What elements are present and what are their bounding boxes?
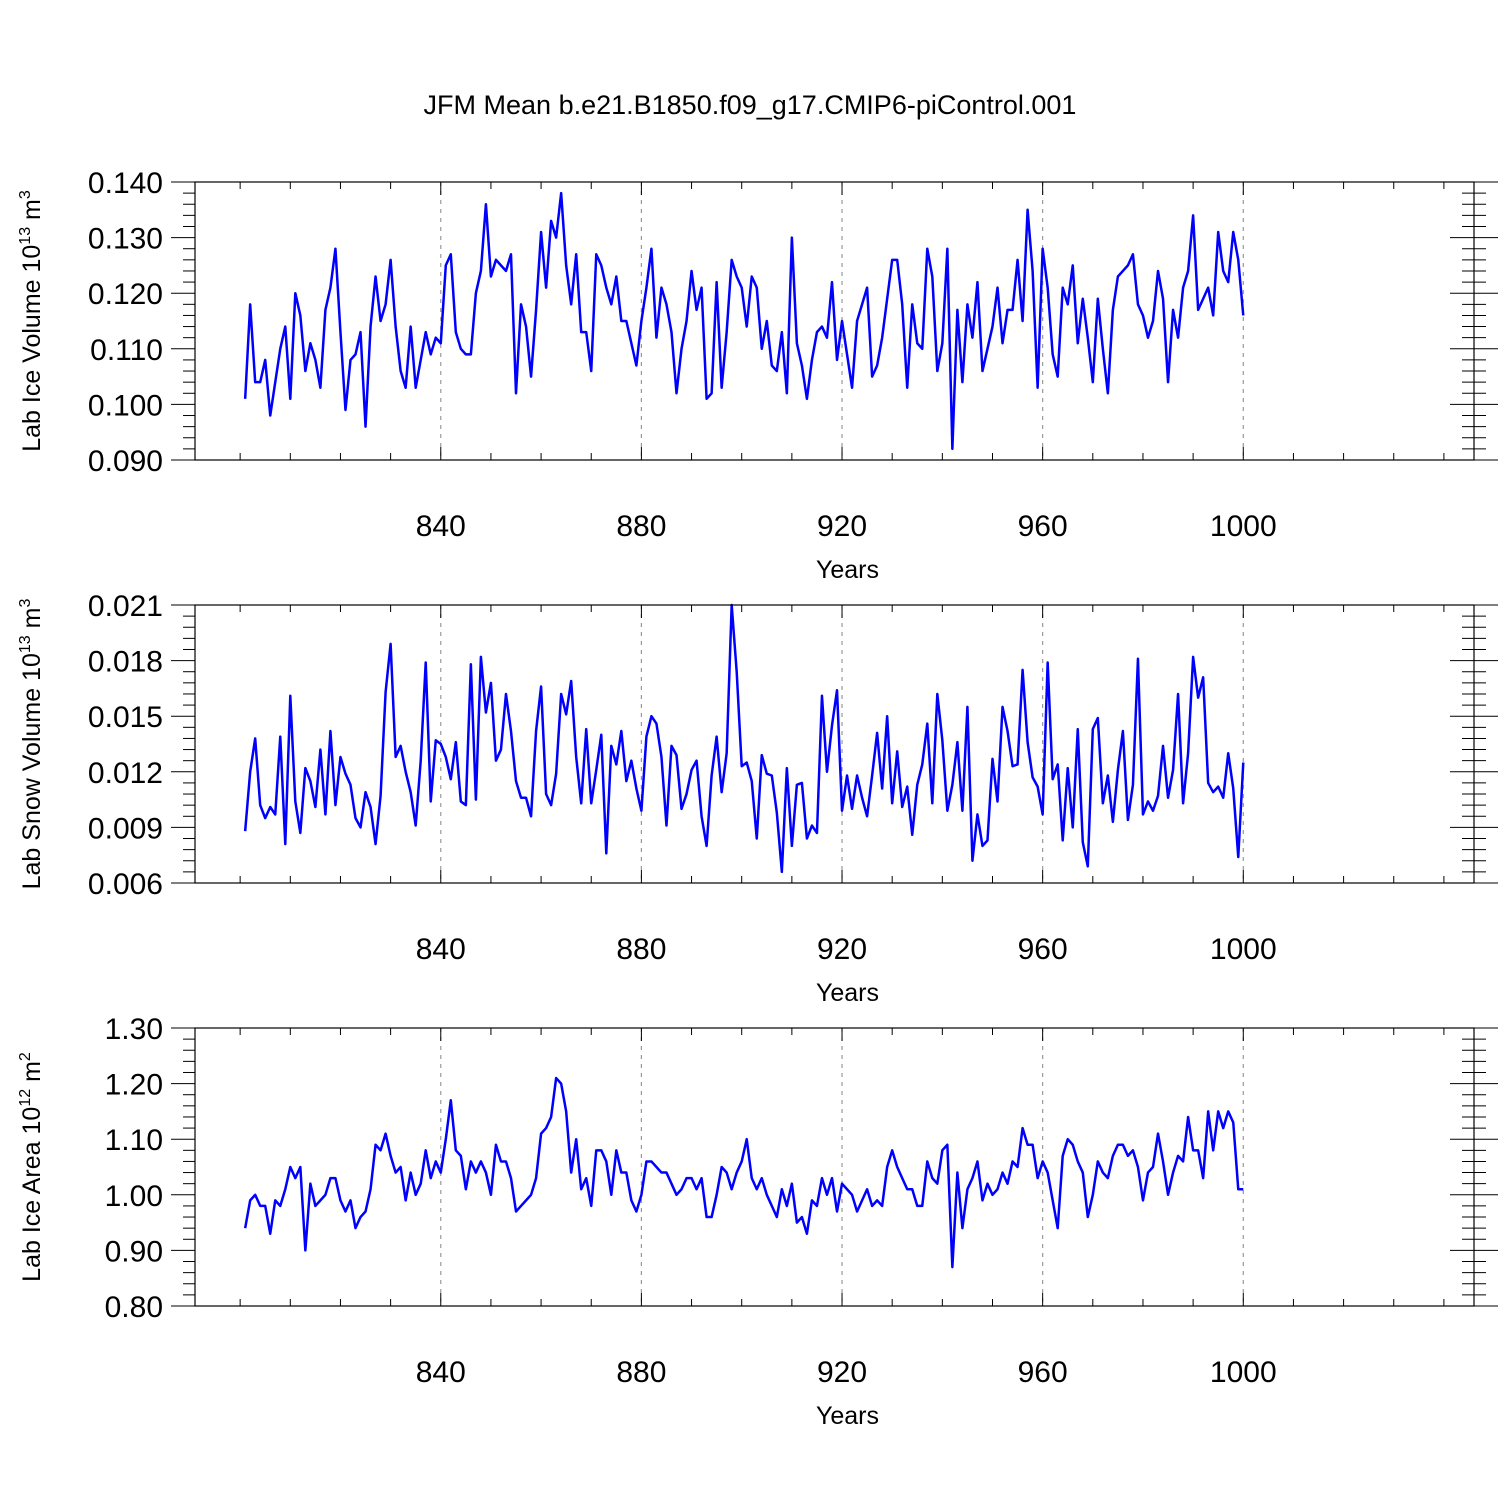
x-tick-label: 880 (616, 510, 666, 543)
series-line (243, 603, 1245, 874)
x-axis-label: Years (816, 1402, 879, 1430)
y-tick-label: 0.006 (88, 868, 163, 901)
y-tick-label: 0.015 (88, 701, 163, 734)
y-tick-label: 1.10 (105, 1124, 163, 1157)
y-tick-label: 0.009 (88, 812, 163, 845)
plot-frame (194, 604, 1475, 884)
y-tick-label: 0.021 (88, 590, 163, 623)
x-axis-label: Years (816, 979, 879, 1007)
y-tick-label: 0.130 (88, 223, 163, 256)
y-tick-label: 1.30 (105, 1013, 163, 1046)
x-tick-label: 880 (616, 1356, 666, 1389)
x-tick-label: 920 (817, 1356, 867, 1389)
x-tick-label: 1000 (1210, 510, 1277, 543)
plot-frame (194, 181, 1475, 461)
y-tick-label: 1.00 (105, 1180, 163, 1213)
y-axis-label: Lab Snow Volume 1013 m3 (17, 599, 46, 890)
y-tick-label: 1.20 (105, 1069, 163, 1102)
x-tick-label: 1000 (1210, 933, 1277, 966)
y-tick-label: 0.120 (88, 278, 163, 311)
x-tick-label: 1000 (1210, 1356, 1277, 1389)
panel-lab-ice-area: 0.80 0.90 1.00 1.10 1.20 1.30 840 880 920 960 1000… (17, 1013, 1498, 1430)
figure-title: JFM Mean b.e21.B1850.f09_g17.CMIP6-piCon… (423, 90, 1077, 120)
y-tick-label: 0.80 (105, 1291, 163, 1324)
x-tick-label: 840 (416, 510, 466, 543)
y-axis-label: Lab Ice Volume 1013 m3 (17, 190, 46, 452)
series-line (243, 1076, 1244, 1269)
x-tick-label: 840 (416, 933, 466, 966)
x-tick-label: 960 (1018, 510, 1068, 543)
y-tick-label: 0.110 (90, 334, 163, 367)
y-tick-label: 0.100 (88, 389, 163, 422)
panel-lab-ice-volume: 0.090 0.100 0.110 0.120 0.130 0.140 840 880 920 9… (17, 167, 1498, 584)
x-tick-label: 960 (1018, 1356, 1068, 1389)
y-axis-label: Lab Ice Area 1012 m2 (17, 1052, 46, 1282)
series-line (243, 191, 1245, 451)
x-tick-label: 840 (416, 1356, 466, 1389)
y-tick-label: 0.140 (88, 167, 163, 200)
x-tick-label: 920 (817, 510, 867, 543)
y-tick-label: 0.090 (88, 445, 163, 478)
x-tick-label: 960 (1018, 933, 1068, 966)
y-tick-label: 0.012 (88, 757, 163, 790)
panel-lab-snow-volume: 0.006 0.009 0.012 0.015 0.018 0.021 840 880 920 9… (17, 590, 1498, 1007)
x-tick-label: 920 (817, 933, 867, 966)
x-axis-label: Years (816, 556, 879, 584)
x-tick-label: 880 (616, 933, 666, 966)
plot-frame (194, 1027, 1475, 1307)
y-tick-label: 0.018 (88, 646, 163, 679)
y-tick-label: 0.90 (105, 1235, 163, 1268)
